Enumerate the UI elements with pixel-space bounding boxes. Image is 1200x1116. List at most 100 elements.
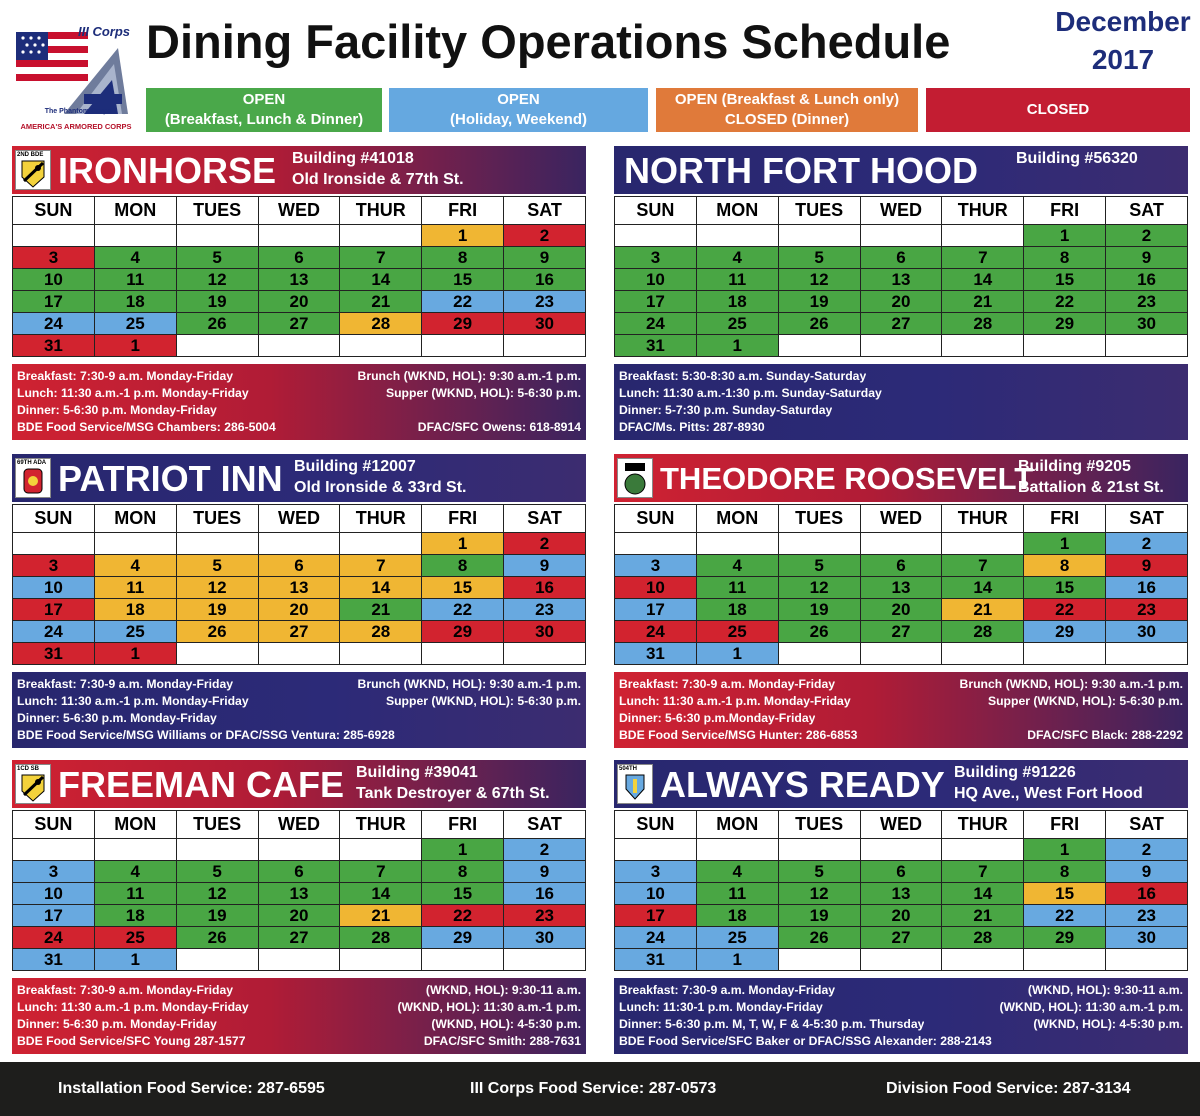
calendar-day-cell: 28 (339, 620, 423, 643)
hours-row: Dinner: 5-6:30 p.m. M, T, W, F & 4-5:30 … (619, 1016, 1183, 1033)
weekday-header: FRI (1023, 504, 1107, 533)
calendar-day-cell: 1 (421, 838, 505, 861)
legend-line: (Breakfast, Lunch & Dinner) (164, 111, 364, 128)
calendar-day-cell: 11 (93, 576, 177, 599)
panel-header: NORTH FORT HOOD Building #56320 (614, 146, 1188, 194)
calendar-day-cell: 15 (1023, 268, 1107, 291)
calendar-day-cell: 26 (777, 620, 861, 643)
calendar-day-cell: 10 (614, 576, 697, 599)
calendar-day-cell: 16 (1105, 268, 1188, 291)
calendar-day-cell: 2 (1105, 224, 1188, 247)
hours-info-right: Supper (WKND, HOL): 5-6:30 p.m. (385, 694, 581, 708)
calendar-day-cell: 28 (941, 926, 1025, 949)
calendar-day-cell: 5 (777, 860, 861, 883)
calendar-day-cell: 16 (503, 268, 586, 291)
calendar-day-cell (695, 224, 779, 247)
calendar-day-cell: 28 (941, 620, 1025, 643)
calendar-day-cell: 6 (859, 246, 943, 269)
weekday-header: WED (859, 504, 943, 533)
calendar-day-cell: 20 (859, 598, 943, 621)
page-title: Dining Facility Operations Schedule (146, 15, 951, 68)
calendar-day-cell: 20 (859, 290, 943, 313)
dfac-name: THEODORE ROOSEVELT (660, 461, 1034, 496)
hours-and-contacts: Breakfast: 7:30-9 a.m. Monday-Friday Brun… (12, 364, 586, 440)
calendar-week-row: 24 25 26 27 28 29 30 (614, 312, 1188, 335)
calendar-day-cell: 26 (175, 312, 259, 335)
calendar-day-cell: 22 (1023, 598, 1107, 621)
calendar-day-cell: 26 (777, 926, 861, 949)
calendar-day-cell: 13 (257, 268, 341, 291)
hours-row: Dinner: 5-7:30 p.m. Sunday-Saturday (619, 402, 1183, 419)
hours-info-left: BDE Food Service/MSG Hunter: 286-6853 (619, 728, 858, 742)
calendar-day-cell (175, 948, 259, 971)
calendar-grid: SUN MON TUES WED THUR FRI SAT 1 2 3 4 5 6 7 8 9 10 11 12 13… (614, 810, 1188, 971)
calendar-day-cell (859, 642, 943, 665)
calendar-grid: SUN MON TUES WED THUR FRI SAT 1 2 3 4 5 6 7 8 9 10 11 12 13… (614, 196, 1188, 357)
weekday-header-row: SUN MON TUES WED THUR FRI SAT (12, 196, 586, 225)
cavalry-patch-icon: 2ND BDE (15, 150, 51, 190)
calendar-day-cell: 28 (339, 312, 423, 335)
hours-row: Lunch: 11:30-1 p.m. Monday-Friday (WKND, … (619, 999, 1183, 1016)
calendar-day-cell: 24 (12, 620, 95, 643)
weekday-header-row: SUN MON TUES WED THUR FRI SAT (12, 810, 586, 839)
calendar-day-cell: 14 (339, 882, 423, 905)
panel-header: 69TH ADA PATRIOT INN Building #12007 Old… (12, 454, 586, 502)
legend-line: OPEN (497, 91, 540, 108)
calendar-day-cell: 16 (1105, 576, 1188, 599)
calendar-day-cell: 12 (175, 268, 259, 291)
calendar-day-cell: 12 (175, 576, 259, 599)
hours-info-left: Dinner: 5-6:30 p.m. M, T, W, F & 4-5:30 … (619, 1017, 925, 1031)
calendar-day-cell (175, 334, 259, 357)
calendar-day-cell (1023, 334, 1107, 357)
calendar-day-cell (257, 532, 341, 555)
calendar-day-cell: 14 (941, 268, 1025, 291)
calendar-day-cell (503, 334, 586, 357)
calendar-week-row: 31 1 (614, 642, 1188, 665)
weekday-header: MON (93, 810, 177, 839)
weekday-header-row: SUN MON TUES WED THUR FRI SAT (614, 504, 1188, 533)
calendar-day-cell: 23 (503, 904, 586, 927)
calendar-day-cell: 9 (1105, 554, 1188, 577)
weekday-header: TUES (175, 196, 259, 225)
calendar-day-cell: 3 (614, 554, 697, 577)
calendar-week-row: 31 1 (12, 334, 586, 357)
hours-and-contacts: Breakfast: 7:30-9 a.m. Monday-Friday Brun… (614, 672, 1188, 748)
panel-header: 504TH ALWAYS READY Building #91226 HQ Av… (614, 760, 1188, 808)
calendar-day-cell: 18 (695, 290, 779, 313)
building-number: Building #9205 (1018, 458, 1131, 475)
calendar-week-row: 17 18 19 20 21 22 23 (614, 904, 1188, 927)
calendar-day-cell (695, 532, 779, 555)
hours-info-left: Dinner: 5-6:30 p.m. Monday-Friday (17, 403, 217, 417)
calendar-day-cell: 26 (175, 926, 259, 949)
calendar-day-cell (421, 642, 505, 665)
hours-info-left: Breakfast: 5:30-8:30 a.m. Sunday-Saturda… (619, 369, 867, 383)
hours-info-right: DFAC/SFC Smith: 288-7631 (423, 1034, 581, 1048)
calendar-day-cell (339, 334, 423, 357)
calendar-day-cell: 6 (257, 246, 341, 269)
weekday-header-row: SUN MON TUES WED THUR FRI SAT (614, 810, 1188, 839)
calendar-day-cell (614, 224, 697, 247)
hours-row: Breakfast: 7:30-9 a.m. Monday-Friday Brun… (17, 676, 581, 693)
calendar-day-cell: 9 (503, 246, 586, 269)
calendar-grid: SUN MON TUES WED THUR FRI SAT 1 2 3 4 5 6 7 8 9 10 11 12 13… (12, 810, 586, 971)
calendar-day-cell (1105, 948, 1188, 971)
calendar-day-cell: 26 (777, 312, 861, 335)
hours-info-left: Lunch: 11:30 a.m.-1:30 p.m. Sunday-Satur… (619, 386, 882, 400)
legend-line: (Holiday, Weekend) (450, 111, 587, 128)
calendar-day-cell: 31 (12, 642, 95, 665)
calendar-day-cell: 15 (421, 576, 505, 599)
calendar-day-cell: 25 (93, 620, 177, 643)
calendar-day-cell: 26 (175, 620, 259, 643)
calendar-day-cell: 19 (777, 598, 861, 621)
calendar-day-cell: 1 (93, 642, 177, 665)
calendar-day-cell (257, 334, 341, 357)
dfac-name: FREEMAN CAFE (58, 764, 344, 805)
calendar-week-row: 17 18 19 20 21 22 23 (614, 290, 1188, 313)
calendar-day-cell: 11 (93, 268, 177, 291)
calendar-day-cell (859, 532, 943, 555)
hours-row: Dinner: 5-6:30 p.m. Monday-Friday (17, 710, 581, 727)
hours-info-left: Breakfast: 7:30-9 a.m. Monday-Friday (619, 983, 836, 997)
hours-and-contacts: Breakfast: 5:30-8:30 a.m. Sunday-Saturda… (614, 364, 1188, 440)
